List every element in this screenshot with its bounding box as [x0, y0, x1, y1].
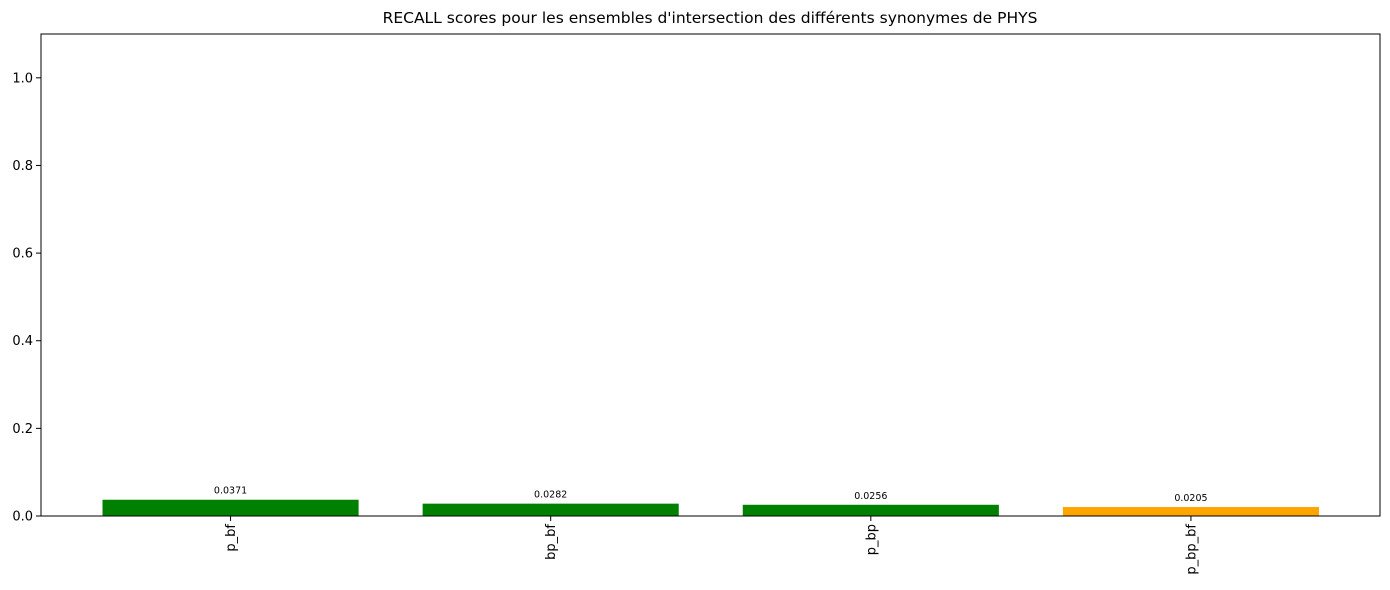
value-label: 0.0282	[534, 490, 567, 501]
x-axis: p_bf bp_bf p_bp p_bp_bf	[224, 516, 1199, 575]
x-tick-label: p_bf	[224, 524, 239, 552]
bar-bp_bf	[422, 503, 679, 516]
y-tick-label: 0.4	[12, 334, 33, 349]
y-tick-label: 0.6	[12, 247, 33, 262]
value-labels: 0.0371 0.0282 0.0256 0.0205	[214, 486, 1208, 504]
x-tick-label: p_bp	[864, 524, 879, 555]
bar-p_bp_bf	[1062, 507, 1319, 516]
value-label: 0.0256	[854, 491, 887, 502]
y-tick-label: 1.0	[12, 71, 33, 86]
bars	[102, 499, 1319, 516]
y-tick-label: 0.2	[12, 422, 33, 437]
bar-p_bp	[742, 504, 999, 516]
x-tick-label: bp_bf	[544, 524, 559, 560]
value-label: 0.0205	[1174, 493, 1207, 504]
y-tick-label: 0.0	[12, 510, 33, 525]
chart-title: RECALL scores pour les ensembles d'inter…	[383, 9, 1038, 27]
y-axis: 0.0 0.2 0.4 0.6 0.8 1.0	[12, 71, 41, 525]
bar-p_bf	[102, 499, 359, 516]
x-tick-label: p_bp_bf	[1184, 524, 1199, 575]
y-tick-label: 0.8	[12, 159, 33, 174]
plot-frame	[40, 33, 1381, 517]
value-label: 0.0371	[214, 486, 247, 497]
